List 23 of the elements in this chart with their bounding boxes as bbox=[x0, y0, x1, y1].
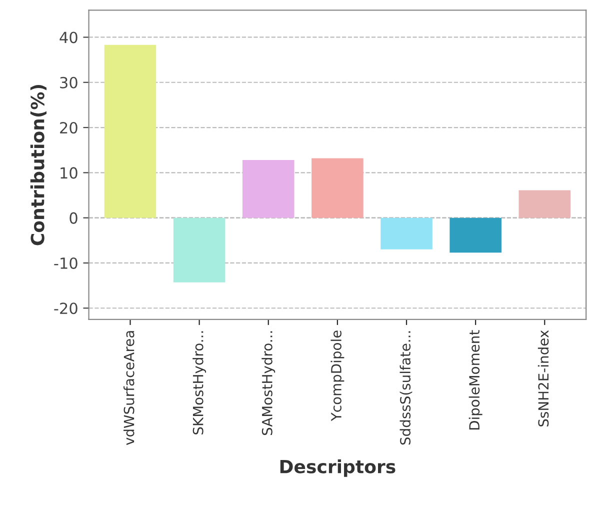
y-tick-label: 0 bbox=[70, 212, 78, 224]
x-tick-label: YcompDipole bbox=[330, 330, 344, 422]
bar bbox=[312, 158, 364, 218]
bar bbox=[518, 190, 571, 218]
x-tick-label: vdWSurfaceArea bbox=[124, 331, 134, 446]
y-tick-label: 10 bbox=[60, 167, 78, 179]
x-axis-title: Descriptors bbox=[280, 459, 396, 477]
y-tick-label: 30 bbox=[60, 76, 78, 88]
y-tick-label: 20 bbox=[60, 122, 78, 134]
x-tick-label: SddssS(sulfate... bbox=[400, 331, 412, 445]
bar bbox=[450, 218, 502, 253]
bar bbox=[380, 218, 432, 250]
bar bbox=[104, 44, 156, 218]
y-tick-label: 40 bbox=[60, 32, 78, 44]
bar bbox=[173, 218, 226, 282]
bar bbox=[242, 160, 294, 218]
x-tick-label: DipoleMoment bbox=[468, 330, 482, 430]
x-tick-label: SAMostHydro... bbox=[262, 331, 276, 436]
y-tick-label: -20 bbox=[54, 302, 78, 314]
x-tick-label: SKMostHydro... bbox=[192, 331, 206, 434]
y-axis-title: Contribution(%) bbox=[30, 84, 46, 246]
x-tick-label: SsNH2E-index bbox=[538, 330, 549, 426]
y-tick-label: -10 bbox=[54, 257, 78, 269]
